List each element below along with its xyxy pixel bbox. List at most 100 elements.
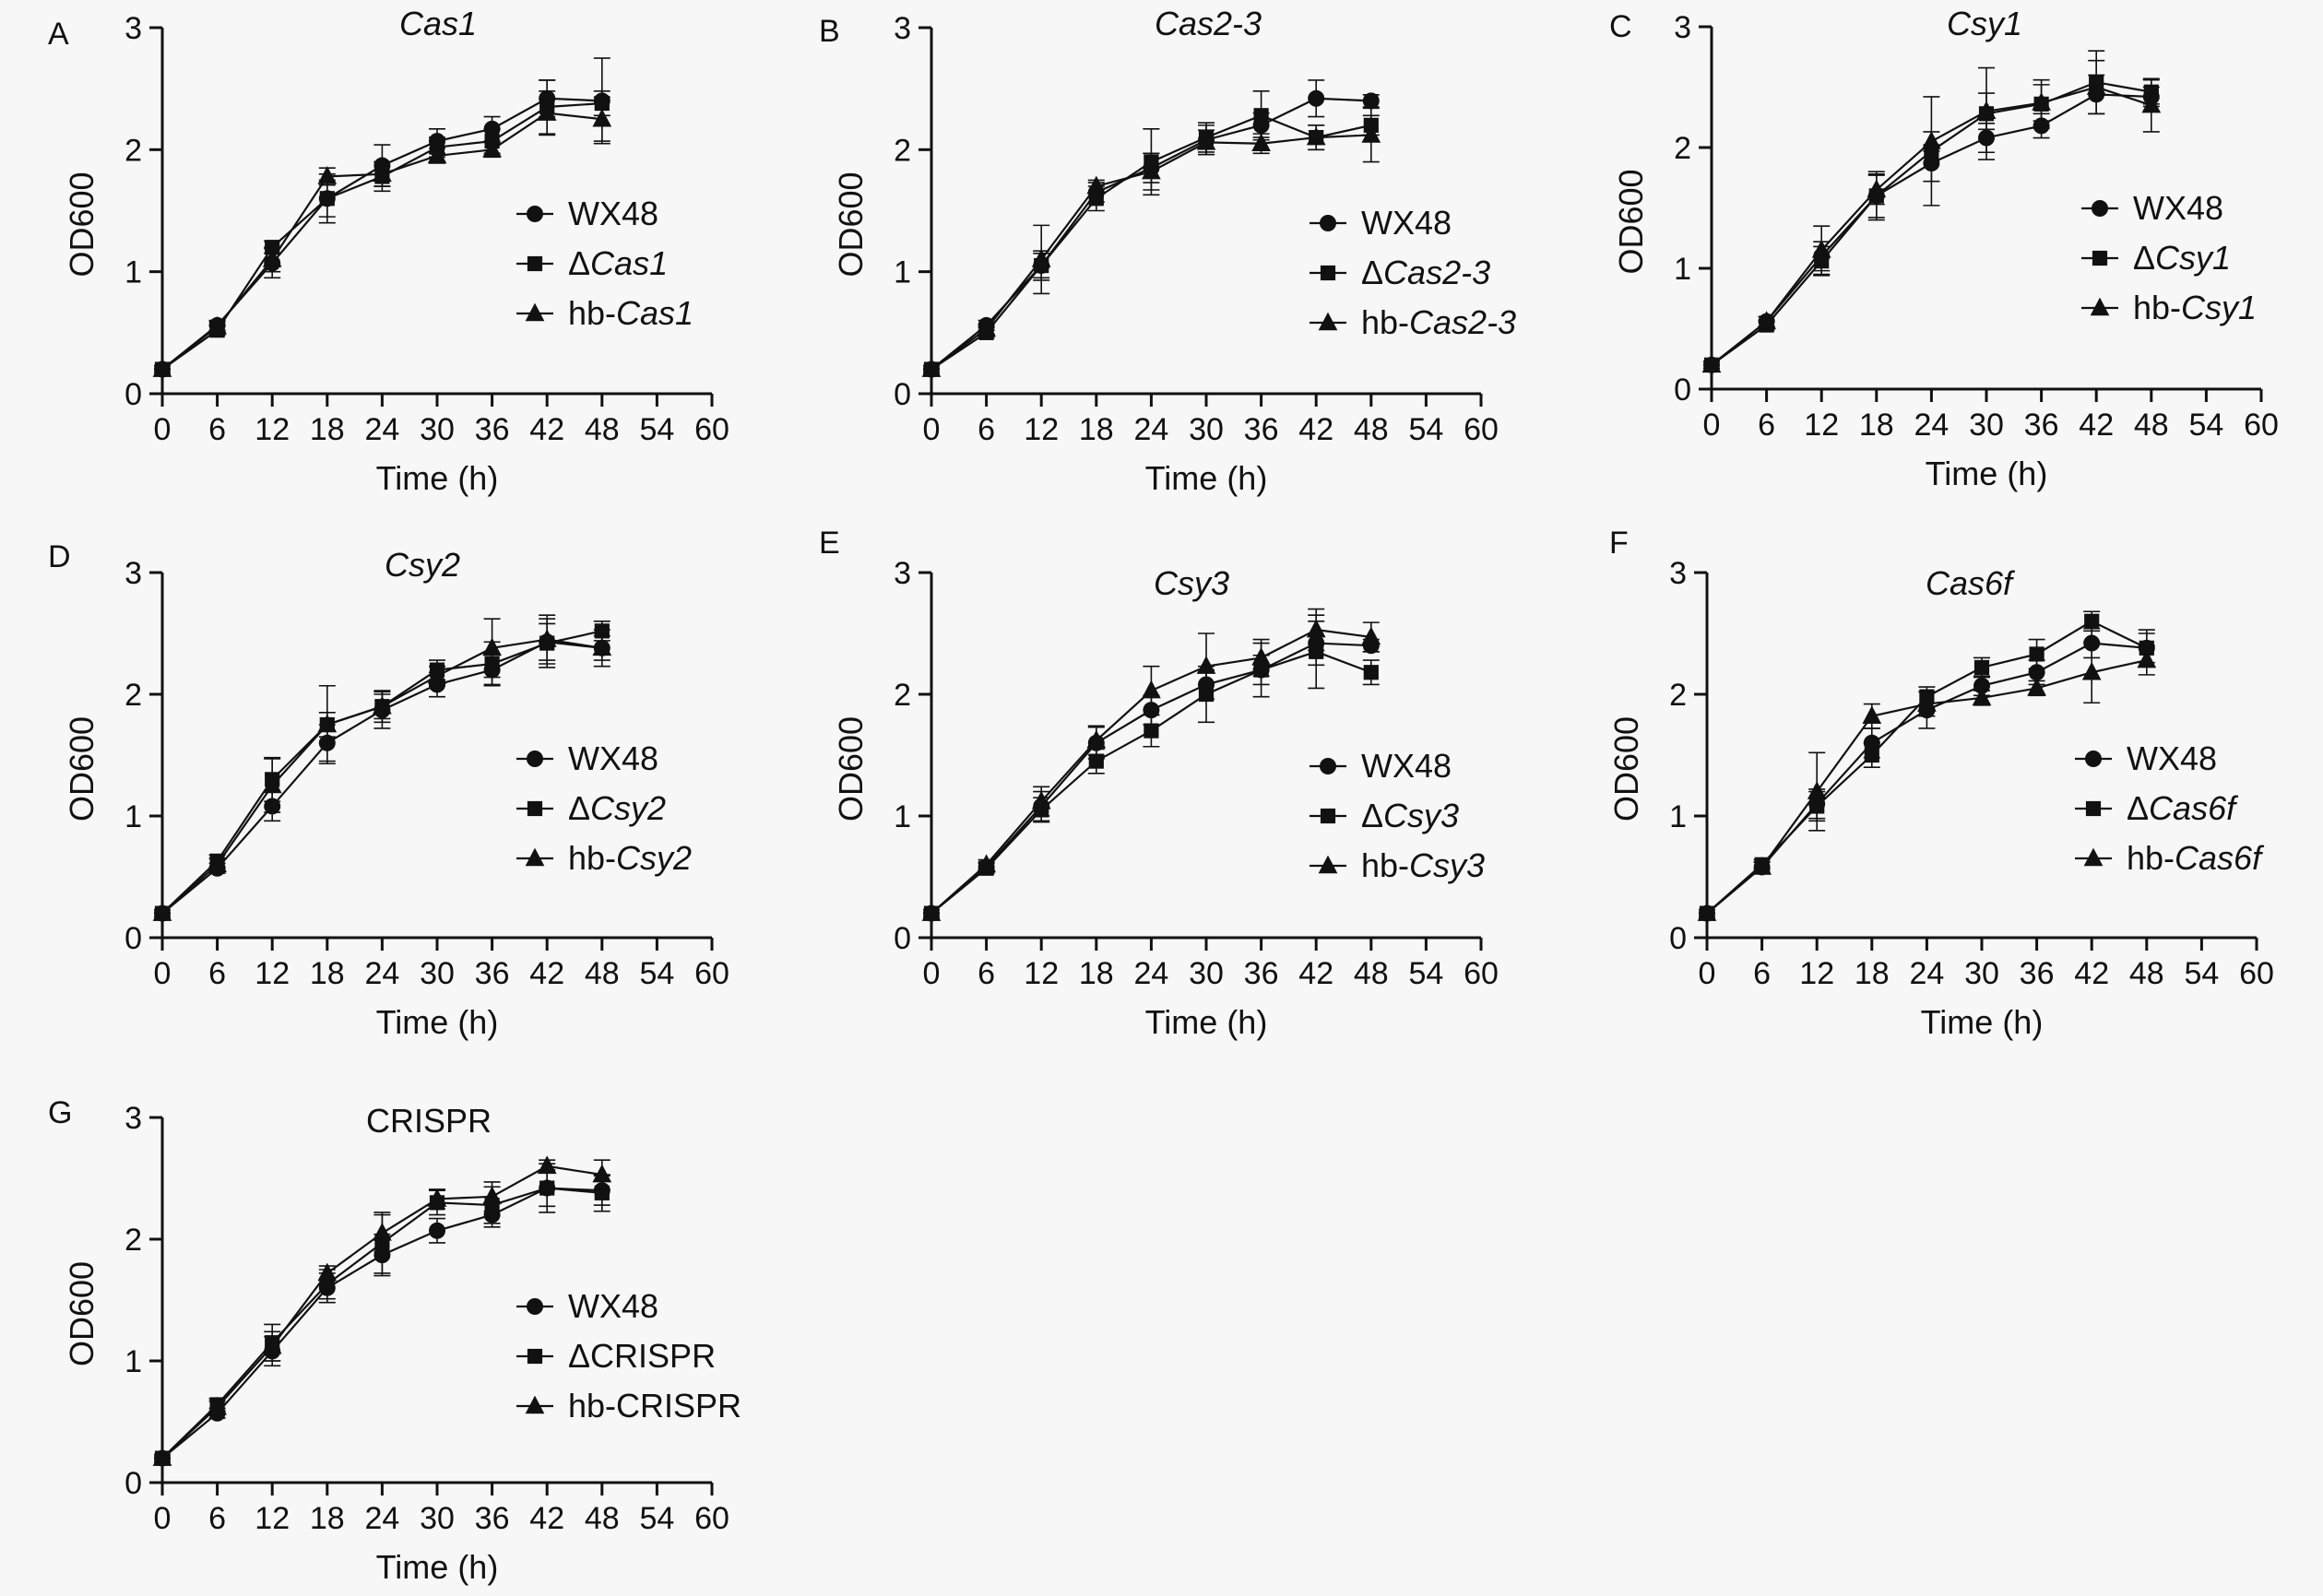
x-tick-label: 48 bbox=[585, 1501, 620, 1536]
legend-marker-circle bbox=[2092, 200, 2108, 217]
panel-letter: D bbox=[48, 539, 71, 574]
data-point-triangle bbox=[1031, 790, 1051, 810]
legend-label: hb-Csy3 bbox=[1361, 846, 1485, 884]
legend-label: ΔCsy3 bbox=[1361, 797, 1459, 834]
x-tick-label: 6 bbox=[208, 412, 226, 447]
series-line bbox=[161, 638, 602, 915]
legend-marker-triangle bbox=[2083, 847, 2104, 867]
legend-gene: Csy3 bbox=[1409, 846, 1485, 884]
y-tick-label: 2 bbox=[1674, 131, 1691, 166]
legend-prefix: hb- bbox=[568, 294, 616, 332]
legend-label: hb-Cas1 bbox=[568, 294, 693, 332]
series-line bbox=[1706, 642, 2147, 915]
x-tick-label: 24 bbox=[364, 1501, 399, 1536]
panel-title: Csy1 bbox=[1947, 5, 2022, 42]
data-point-triangle bbox=[373, 1223, 392, 1241]
legend-marker-triangle bbox=[525, 302, 545, 322]
x-tick-label: 24 bbox=[1909, 956, 1944, 991]
x-axis-label: Time (h) bbox=[376, 1548, 499, 1586]
data-point-triangle bbox=[262, 1335, 282, 1354]
y-tick-label: 3 bbox=[124, 1101, 142, 1136]
x-tick-label: 60 bbox=[2244, 408, 2279, 443]
legend-gene: Cas2-3 bbox=[1383, 254, 1490, 291]
data-point-square bbox=[1253, 108, 1269, 124]
y-tick-label: 3 bbox=[1669, 556, 1687, 591]
legend-marker-circle bbox=[2085, 751, 2102, 767]
x-tick-label: 42 bbox=[2079, 408, 2114, 443]
data-point-triangle bbox=[1757, 311, 1776, 329]
x-tick-label: 48 bbox=[2134, 408, 2169, 443]
data-point-triangle bbox=[373, 163, 392, 183]
legend-gene: Csy1 bbox=[2181, 289, 2257, 326]
legend-label: WX48 bbox=[2133, 189, 2223, 227]
data-point-triangle bbox=[152, 903, 172, 921]
legend-prefix: Δ bbox=[2127, 789, 2149, 827]
y-axis-label: OD600 bbox=[832, 171, 870, 277]
legend-gene: CRISPR bbox=[616, 1387, 741, 1425]
data-point-triangle bbox=[1922, 131, 1941, 149]
y-tick-label: 0 bbox=[124, 921, 142, 956]
legend-label: WX48 bbox=[568, 1287, 658, 1325]
y-axis-label: OD600 bbox=[63, 1261, 101, 1366]
x-tick-label: 24 bbox=[364, 956, 399, 991]
panel-title: Cas2-3 bbox=[1155, 5, 1262, 42]
data-point-triangle bbox=[317, 166, 338, 184]
panel-title: Cas6f bbox=[1926, 564, 2016, 602]
data-point-circle bbox=[1362, 92, 1380, 110]
data-point-triangle bbox=[262, 774, 282, 794]
x-tick-label: 54 bbox=[639, 412, 674, 447]
y-tick-label: 0 bbox=[1669, 921, 1687, 956]
series-triangle bbox=[1701, 59, 2162, 373]
legend-prefix: hb- bbox=[1361, 846, 1409, 884]
x-axis-label: Time (h) bbox=[1926, 455, 2048, 492]
data-point-triangle bbox=[1251, 133, 1271, 151]
data-point-square bbox=[319, 191, 335, 207]
data-point-triangle bbox=[537, 629, 557, 647]
x-tick-label: 42 bbox=[529, 412, 564, 447]
y-tick-label: 1 bbox=[124, 1344, 142, 1379]
legend-marker-circle bbox=[527, 1298, 543, 1315]
data-point-triangle bbox=[317, 1262, 338, 1282]
x-tick-label: 48 bbox=[585, 412, 620, 447]
x-tick-label: 6 bbox=[978, 412, 995, 447]
x-tick-label: 18 bbox=[1079, 956, 1114, 991]
x-tick-label: 54 bbox=[639, 956, 674, 991]
x-tick-label: 60 bbox=[694, 1501, 729, 1536]
x-tick-label: 36 bbox=[2020, 956, 2055, 991]
y-tick-label: 2 bbox=[1669, 678, 1687, 713]
panel-letter: B bbox=[819, 14, 840, 49]
x-tick-label: 24 bbox=[1133, 956, 1168, 991]
x-tick-label: 36 bbox=[475, 956, 510, 991]
data-point-triangle bbox=[152, 359, 172, 377]
x-tick-label: 48 bbox=[585, 956, 620, 991]
x-tick-label: 48 bbox=[2129, 956, 2164, 991]
data-point-triangle bbox=[1196, 656, 1216, 674]
data-point-triangle bbox=[482, 637, 502, 656]
legend-marker-square bbox=[2092, 250, 2108, 266]
legend-prefix: hb- bbox=[2127, 839, 2175, 877]
x-tick-label: 24 bbox=[1914, 408, 1949, 443]
x-tick-label: 36 bbox=[1244, 956, 1279, 991]
x-axis-label: Time (h) bbox=[1145, 1003, 1268, 1041]
legend-prefix: hb- bbox=[568, 839, 616, 877]
legend-marker-square bbox=[527, 800, 543, 817]
x-tick-label: 54 bbox=[2188, 408, 2223, 443]
data-point-triangle bbox=[1086, 175, 1107, 195]
legend-marker-circle bbox=[1320, 215, 1336, 231]
data-point-triangle bbox=[1361, 124, 1381, 143]
x-tick-label: 18 bbox=[1859, 408, 1894, 443]
y-tick-label: 3 bbox=[124, 11, 142, 46]
data-point-triangle bbox=[1142, 680, 1161, 699]
x-tick-label: 54 bbox=[1408, 956, 1443, 991]
series-circle bbox=[154, 622, 610, 922]
data-point-triangle bbox=[262, 249, 282, 267]
legend-marker-square bbox=[527, 1348, 543, 1365]
legend-marker-square bbox=[527, 255, 543, 272]
y-tick-label: 1 bbox=[894, 255, 911, 290]
series-line bbox=[161, 97, 602, 371]
data-point-triangle bbox=[482, 138, 502, 158]
